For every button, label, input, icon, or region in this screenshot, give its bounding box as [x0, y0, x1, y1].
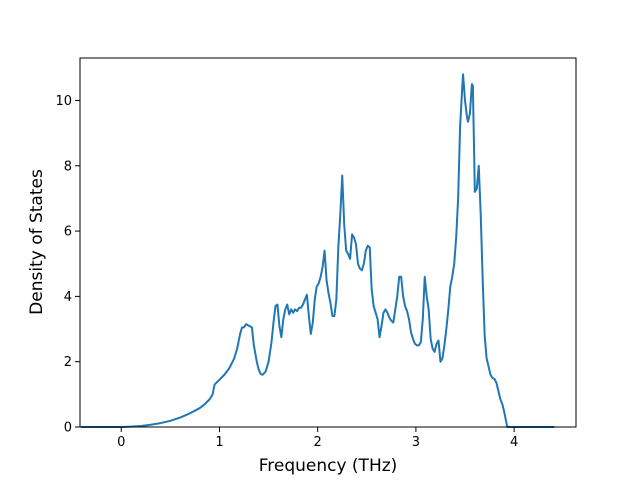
- y-tick-label: 10: [55, 94, 72, 109]
- x-tick-label: 1: [215, 435, 223, 450]
- x-axis: 0 1 2 3 4 Frequency (THz): [117, 427, 518, 476]
- x-axis-label: Frequency (THz): [259, 456, 398, 476]
- x-tick-label: 0: [117, 435, 125, 450]
- x-tick-label: 3: [412, 435, 420, 450]
- x-tick-label: 4: [510, 435, 518, 450]
- x-tick-label: 2: [314, 435, 322, 450]
- y-axis: 0 2 4 6 8 10 Density of States: [27, 94, 80, 436]
- y-tick-label: 4: [64, 290, 72, 305]
- y-axis-label: Density of States: [27, 169, 47, 315]
- y-tick-label: 8: [64, 159, 72, 174]
- plot-frame: [79, 57, 577, 428]
- y-tick-label: 2: [64, 355, 72, 370]
- y-tick-label: 6: [64, 225, 72, 240]
- dos-series-line: [80, 73, 555, 428]
- plot-area: [79, 57, 577, 428]
- y-tick-label: 0: [64, 421, 72, 436]
